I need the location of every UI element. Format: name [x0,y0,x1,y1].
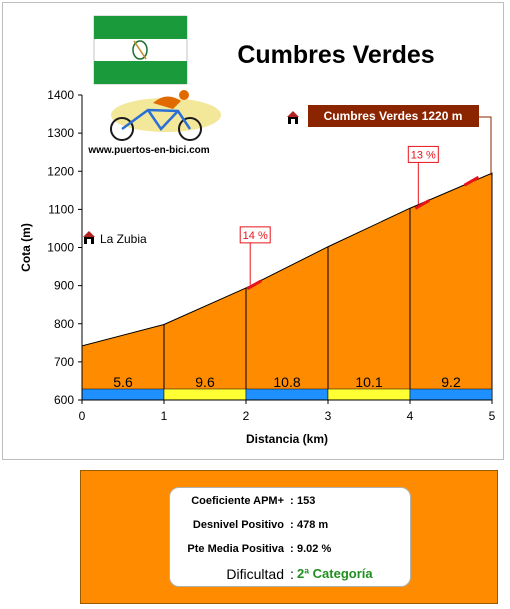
y-tick-label: 700 [54,355,74,369]
summit-house-icon-door [291,119,295,124]
max-grade-marker [246,279,262,291]
max-grade-label: 14 % [243,230,268,242]
segment-grade-label: 10.1 [355,374,382,390]
summit-house-icon [287,111,299,117]
segment-grade-label: 5.6 [113,374,133,390]
segment-grade-label: 9.2 [441,374,461,390]
grade-band [245,388,329,401]
segment-grade-label: 9.6 [195,374,215,390]
start-house-icon-door [87,239,91,244]
grade-band [409,388,493,401]
x-tick-label: 5 [489,409,496,423]
y-axis-label: Cota (m) [19,223,33,272]
x-tick-label: 2 [243,409,250,423]
stats-box: Coeficiente APM+ : 153 Desnivel Positivo… [169,487,411,587]
logo-url-text: www.puertos-en-bici.com [87,145,209,156]
stat-value: 153 [297,495,316,507]
stat-value: 478 m [297,519,329,531]
stat-row-desnivel: Desnivel Positivo : 478 m [192,519,329,531]
max-grade-box [239,226,271,244]
stat-value: 9.02 % [297,543,332,555]
grade-band [81,388,165,401]
x-axis-label: Distancia (km) [246,432,328,446]
start-label: La Zubia [100,232,147,246]
start-house-icon [83,231,95,237]
grade-band [163,388,247,401]
stat-label: Coeficiente APM+ [191,495,284,507]
profile-chart-panel: Cumbres Verdes 5.6 9.6 10.8 10.1 9.2 600 700 80… [2,2,504,460]
max-grade-marker [414,199,431,210]
difficulty-value: 2ª Categoría [297,566,373,581]
difficulty-label: Dificultad [226,566,284,582]
y-tick-label: 1000 [47,241,74,255]
y-tick-label: 1300 [47,126,74,140]
y-tick-label: 600 [54,393,74,407]
difficulty-row: Dificultad : 2ª Categoría [226,566,373,582]
y-tick-label: 800 [54,317,74,331]
segment-grade-label: 10.8 [273,374,300,390]
x-tick-label: 4 [407,409,414,423]
x-tick-label: 0 [79,409,86,423]
stat-label: Desnivel Positivo [192,519,284,531]
y-tick-label: 1400 [47,88,74,102]
y-tick-label: 1200 [47,164,74,178]
summit-leader-line [479,116,492,176]
x-tick-label: 3 [325,409,332,423]
stats-panel: Coeficiente APM+ : 153 Desnivel Positivo… [80,470,498,604]
cyclist-logo: www.puertos-en-bici.com [87,90,221,156]
andalusia-flag-icon [93,15,188,85]
stat-label: Pte Media Positiva [187,543,284,555]
summit-label: Cumbres Verdes 1220 m [324,109,463,123]
max-grade-label: 13 % [411,149,436,161]
chart-title: Cumbres Verdes [237,41,434,69]
stat-row-apm: Coeficiente APM+ : 153 [191,495,316,507]
grade-band [327,388,411,401]
summit-label-box [308,105,479,127]
max-grade-marker [463,175,480,187]
max-grade-box [407,145,439,163]
y-tick-label: 900 [54,279,74,293]
x-tick-label: 1 [161,409,168,423]
profile-chart: Cumbres Verdes 5.6 9.6 10.8 10.1 9.2 600 700 80… [19,15,496,446]
y-tick-label: 1100 [48,202,74,216]
profile-area [81,172,493,401]
stat-row-pendiente: Pte Media Positiva : 9.02 % [187,543,332,555]
